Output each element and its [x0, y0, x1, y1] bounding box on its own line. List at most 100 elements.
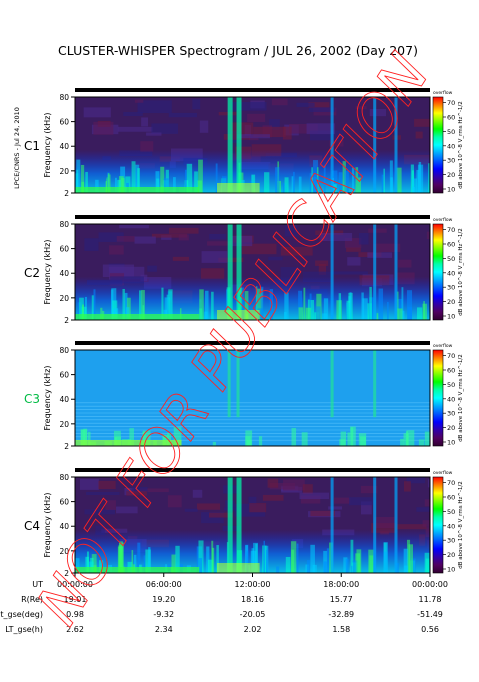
colorbar-tick-label: 70 — [447, 99, 455, 107]
ephemeris-value: 11.78 — [419, 595, 442, 604]
status-bar — [75, 468, 430, 472]
colorbar-tick-label: 70 — [447, 352, 455, 360]
y-tick-label: 2 — [64, 316, 69, 325]
colorbar-tick-label: 40 — [447, 142, 455, 150]
ephemeris-value: 15.77 — [330, 595, 353, 604]
colorbar — [432, 96, 444, 194]
panel-label: C3 — [24, 392, 40, 406]
y-tick-label: 80 — [59, 93, 69, 102]
ephemeris-label: LT_gse(h) — [5, 625, 43, 634]
ephemeris-value: 18.16 — [241, 595, 264, 604]
colorbar — [432, 476, 444, 574]
y-axis-label: Frequency (kHz) — [43, 366, 52, 431]
ephemeris-table: UT R(Re) 19.01 19.20 18.16 15.77 11.78 Lat_gse(… — [0, 580, 443, 634]
colorbar-tick-label: 30 — [447, 157, 455, 165]
y-tick-label: 80 — [59, 473, 69, 482]
colorbar-tick-label: 50 — [447, 255, 455, 263]
y-tick-label: 60 — [59, 371, 69, 380]
colorbar-tick-label: 10 — [447, 566, 455, 574]
ephemeris-value: 2.34 — [155, 625, 173, 634]
panel-frame — [74, 349, 431, 447]
colorbar-tick-label: 70 — [447, 479, 455, 487]
y-tick-label: 2 — [64, 189, 69, 198]
ephemeris-value: 19.20 — [152, 595, 175, 604]
colorbar-tick-label: 60 — [447, 494, 455, 502]
panel-label: C4 — [24, 519, 40, 533]
ephemeris-label: Lat_gse(deg) — [0, 610, 43, 619]
y-tick-label: 40 — [59, 395, 69, 404]
time-axis: 00:00:00 06:00:00 12:00:00 18:00:00 00:00:00 — [57, 573, 448, 589]
ephemeris-value: 19.01 — [64, 595, 87, 604]
colorbar-title: overflow — [433, 217, 453, 223]
y-tick-label: 2 — [64, 569, 69, 578]
ephemeris-value: -9.32 — [153, 610, 174, 619]
colorbar — [432, 223, 444, 321]
y-tick-label: 2 — [64, 442, 69, 451]
x-tick-label: 00:00:00 — [57, 580, 93, 589]
colorbar-label: dB above 10^-8 V_rms Hz^-1/2 — [458, 481, 464, 569]
panel-c4: 80 60 40 20 2 Frequency (kHz)C4 overflow 70 60 50… — [24, 468, 464, 578]
chart-title: CLUSTER-WHISPER Spectrogram / JUL 26, 20… — [58, 43, 418, 58]
y-tick-label: 40 — [59, 269, 69, 278]
spectrogram-texture — [75, 97, 430, 193]
colorbar-tick-label: 20 — [447, 171, 455, 179]
panel-frame — [74, 96, 431, 194]
ephemeris-value: -51.49 — [417, 610, 443, 619]
colorbar-tick-label: 70 — [447, 226, 455, 234]
y-tick-label: 40 — [59, 142, 69, 151]
colorbar-label: dB above 10^-8 V_rms Hz^-1/2 — [458, 228, 464, 316]
x-tick-label: 00:00:00 — [412, 580, 448, 589]
spectrogram-texture — [75, 477, 430, 573]
y-axis-label: Frequency (kHz) — [43, 113, 52, 178]
ephemeris-label: R(Re) — [21, 595, 43, 604]
colorbar-tick-label: 50 — [447, 508, 455, 516]
panel-c2: 80 60 40 20 2 Frequency (kHz)C2 overflow 70 60 50… — [24, 215, 464, 325]
ephemeris-label: UT — [32, 580, 43, 589]
spectrogram-texture — [75, 224, 430, 320]
panel-c1: 80 60 40 20 2 Frequency (kHz)C1 overflow 70 60 50… — [24, 88, 464, 198]
colorbar-title: overflow — [433, 90, 453, 96]
status-bar — [75, 88, 430, 92]
panel-label: C1 — [24, 139, 40, 153]
panel-frame — [74, 223, 431, 321]
y-tick-label: 60 — [59, 245, 69, 254]
y-axis-label: Frequency (kHz) — [43, 493, 52, 558]
x-tick-label: 12:00:00 — [235, 580, 271, 589]
colorbar-label: dB above 10^-8 V_rms Hz^-1/2 — [458, 101, 464, 189]
colorbar-tick-label: 10 — [447, 439, 455, 447]
ephemeris-value: -20.05 — [240, 610, 266, 619]
spectrogram-texture — [75, 350, 430, 446]
colorbar-tick-label: 40 — [447, 269, 455, 277]
colorbar-title: overflow — [433, 470, 453, 476]
y-tick-label: 60 — [59, 118, 69, 127]
y-axis-label: Frequency (kHz) — [43, 240, 52, 305]
colorbar-label: dB above 10^-8 V_rms Hz^-1/2 — [458, 354, 464, 442]
panel-label: C2 — [24, 266, 40, 280]
y-tick-label: 20 — [59, 167, 69, 176]
ephemeris-value: 2.62 — [66, 625, 84, 634]
y-tick-label: 20 — [59, 420, 69, 429]
colorbar-tick-label: 30 — [447, 284, 455, 292]
colorbar — [432, 349, 444, 447]
colorbar-title: overflow — [433, 343, 453, 349]
panel-c3: 80 60 40 20 2 Frequency (kHz)C3 overflow 70 60 50… — [24, 341, 464, 451]
colorbar-tick-label: 60 — [447, 367, 455, 375]
status-bar — [75, 341, 430, 345]
colorbar-tick-label: 60 — [447, 114, 455, 122]
y-tick-label: 20 — [59, 294, 69, 303]
colorbar-tick-label: 50 — [447, 381, 455, 389]
x-tick-label: 18:00:00 — [323, 580, 359, 589]
colorbar-tick-label: 40 — [447, 522, 455, 530]
colorbar-tick-label: 40 — [447, 395, 455, 403]
colorbar-tick-label: 20 — [447, 551, 455, 559]
ephemeris-value: 0.98 — [66, 610, 84, 619]
ephemeris-value: 2.02 — [244, 625, 262, 634]
y-tick-label: 80 — [59, 220, 69, 229]
colorbar-tick-label: 30 — [447, 537, 455, 545]
ephemeris-value: 0.56 — [421, 625, 439, 634]
colorbar-tick-label: 60 — [447, 241, 455, 249]
ephemeris-value: 1.58 — [332, 625, 350, 634]
